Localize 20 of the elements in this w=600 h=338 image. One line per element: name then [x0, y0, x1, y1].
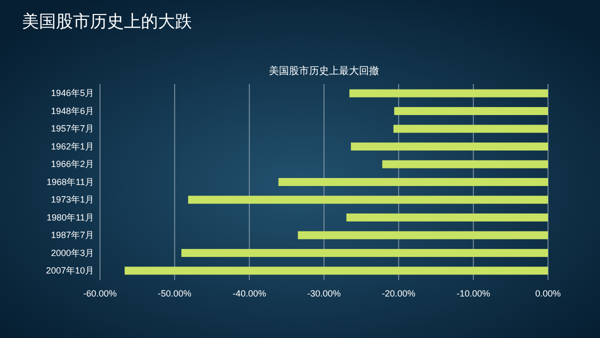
x-tick-label: -20.00% — [382, 288, 416, 298]
y-tick-label: 2000年3月 — [50, 248, 94, 258]
y-tick-label: 1946年5月 — [50, 88, 94, 98]
chart-subtitle: 美国股市历史上最大回撤 — [269, 65, 379, 77]
y-tick-label: 1966年2月 — [50, 159, 94, 170]
y-tick-label: 1980年11月 — [46, 212, 94, 222]
y-tick-label: 1948年6月 — [50, 106, 94, 116]
y-tick-label: 1962年1月 — [50, 141, 94, 152]
x-tick-label: -10.00% — [456, 288, 490, 298]
x-tick-label: 0.00% — [535, 288, 561, 298]
x-tick-label: -60.00% — [83, 288, 117, 298]
x-tick-label: -40.00% — [232, 288, 266, 298]
y-tick-label: 1968年11月 — [46, 176, 94, 187]
x-tick-label: -30.00% — [307, 288, 341, 298]
y-tick-label: 1957年7月 — [50, 124, 94, 134]
y-tick-label: 1973年1月 — [50, 194, 94, 205]
y-tick-label: 1987年7月 — [50, 230, 94, 240]
chart-title: 美国股市历史上的大跌 — [22, 12, 192, 32]
x-tick-label: -50.00% — [158, 288, 192, 298]
y-tick-label: 2007年10月 — [46, 266, 94, 276]
